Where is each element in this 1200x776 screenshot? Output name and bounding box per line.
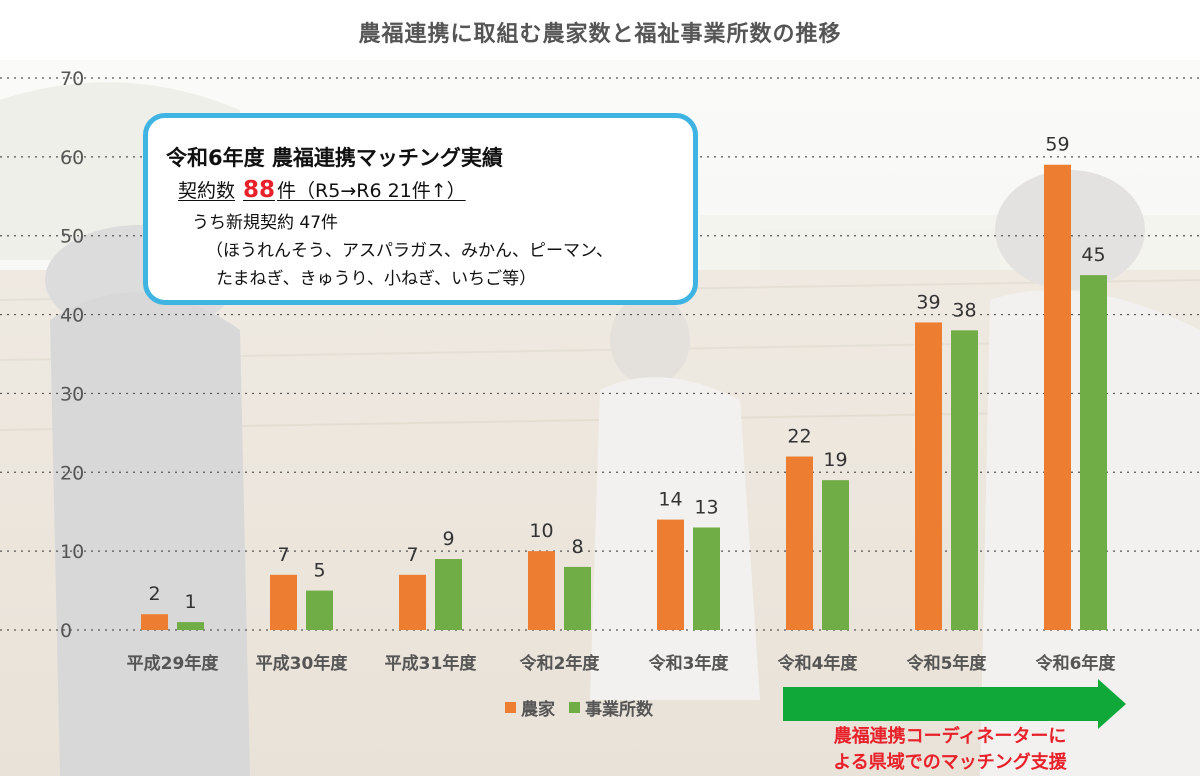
x-tick-label: 平成30年度 (256, 653, 349, 674)
data-label: 39 (916, 291, 940, 313)
chart-title: 農福連携に取組む農家数と福祉事業所数の推移 (358, 22, 842, 47)
y-tick-label: 0 (60, 620, 72, 642)
data-label: 14 (658, 489, 682, 511)
x-tick-label: 令和5年度 (907, 653, 988, 674)
data-label: 7 (406, 544, 418, 566)
y-tick-label: 30 (60, 383, 84, 405)
bar-facilities (951, 330, 978, 630)
bar-farmers (657, 519, 684, 630)
bar-farmers (270, 574, 297, 630)
legend: 農家 事業所数 (505, 695, 667, 720)
data-label: 19 (823, 449, 847, 471)
legend-label-farmers: 農家 (521, 699, 555, 720)
legend-swatch-farmers (505, 701, 516, 713)
data-label: 59 (1045, 134, 1069, 156)
data-label: 1 (184, 591, 196, 613)
bar-facilities (693, 527, 720, 630)
data-label: 7 (277, 544, 289, 566)
data-label: 22 (787, 426, 811, 448)
data-label: 2 (148, 583, 160, 605)
contracts-line: 契約数 88 件（R5→R6 21件↑） (178, 176, 466, 203)
legend-item-facilities: 事業所数 (569, 695, 653, 720)
data-label: 10 (529, 520, 553, 542)
data-label: 5 (313, 560, 325, 582)
legend-item-farmers: 農家 (505, 695, 555, 720)
x-axis-ticks: 平成29年度 平成30年度 平成31年度 令和2年度 令和3年度 令和4年度 令和5年度 令和… (127, 653, 1117, 674)
matching-results-callout: 令和6年度 農福連携マッチング実績 契約数 88 件（R5→R6 21件↑） うち新… (143, 113, 698, 305)
y-tick-label: 50 (60, 226, 84, 248)
x-tick-label: 平成29年度 (127, 653, 220, 674)
x-tick-label: 令和3年度 (649, 653, 730, 674)
callout-heading: 令和6年度 農福連携マッチング実績 (166, 146, 503, 170)
y-tick-label: 10 (60, 541, 84, 563)
bar-facilities (564, 566, 591, 630)
bar-farmers (786, 456, 813, 630)
contracts-suffix: 件（R5→R6 21件↑） (277, 180, 466, 202)
bar-facilities (435, 559, 462, 630)
bar-facilities (306, 590, 333, 630)
note-line-2: よる県域でのマッチング支援 (833, 752, 1067, 773)
support-arrow (783, 679, 1126, 729)
data-label: 38 (952, 299, 976, 321)
x-tick-label: 令和6年度 (1036, 653, 1117, 674)
data-label: 13 (694, 496, 718, 518)
note-line-1: 農福連携コーディネーターに (833, 726, 1067, 747)
data-label: 45 (1081, 244, 1105, 266)
x-tick-label: 令和4年度 (778, 653, 859, 674)
legend-swatch-facilities (569, 701, 580, 713)
bar-facilities (822, 480, 849, 630)
bar-farmers (915, 322, 942, 630)
data-label: 8 (571, 536, 583, 558)
coordinator-support-note: 農福連携コーディネーターに よる県域でのマッチング支援 (780, 724, 1120, 776)
bar-farmers (1044, 164, 1071, 630)
crops-line-2: たまねぎ、きゅうり、小ねぎ、いちご等） (216, 269, 537, 289)
bar-farmers (141, 614, 168, 630)
bar-farmers (399, 574, 426, 630)
legend-label-facilities: 事業所数 (585, 699, 653, 720)
bars (141, 164, 1107, 630)
y-axis-ticks: 0 10 20 30 40 50 60 70 (60, 68, 84, 642)
y-tick-label: 70 (60, 68, 84, 90)
crops-line-1: （ほうれんそう、アスパラガス、みかん、ピーマン、 (206, 241, 613, 261)
y-tick-label: 60 (60, 147, 84, 169)
x-tick-label: 平成31年度 (385, 653, 478, 674)
arrow-shape (783, 679, 1126, 729)
data-labels: 2 1 7 5 7 9 10 8 14 13 22 19 39 38 59 45 (148, 134, 1105, 613)
bar-facilities (1080, 275, 1107, 630)
y-tick-label: 40 (60, 305, 84, 327)
new-contracts-line: うち新規契約 47件 (192, 213, 339, 233)
bar-facilities (177, 622, 204, 630)
y-tick-label: 20 (60, 462, 84, 484)
x-tick-label: 令和2年度 (520, 653, 601, 674)
contracts-value: 88 (243, 177, 276, 203)
data-label: 9 (442, 528, 454, 550)
bar-farmers (528, 551, 555, 630)
contracts-prefix: 契約数 (178, 180, 236, 202)
